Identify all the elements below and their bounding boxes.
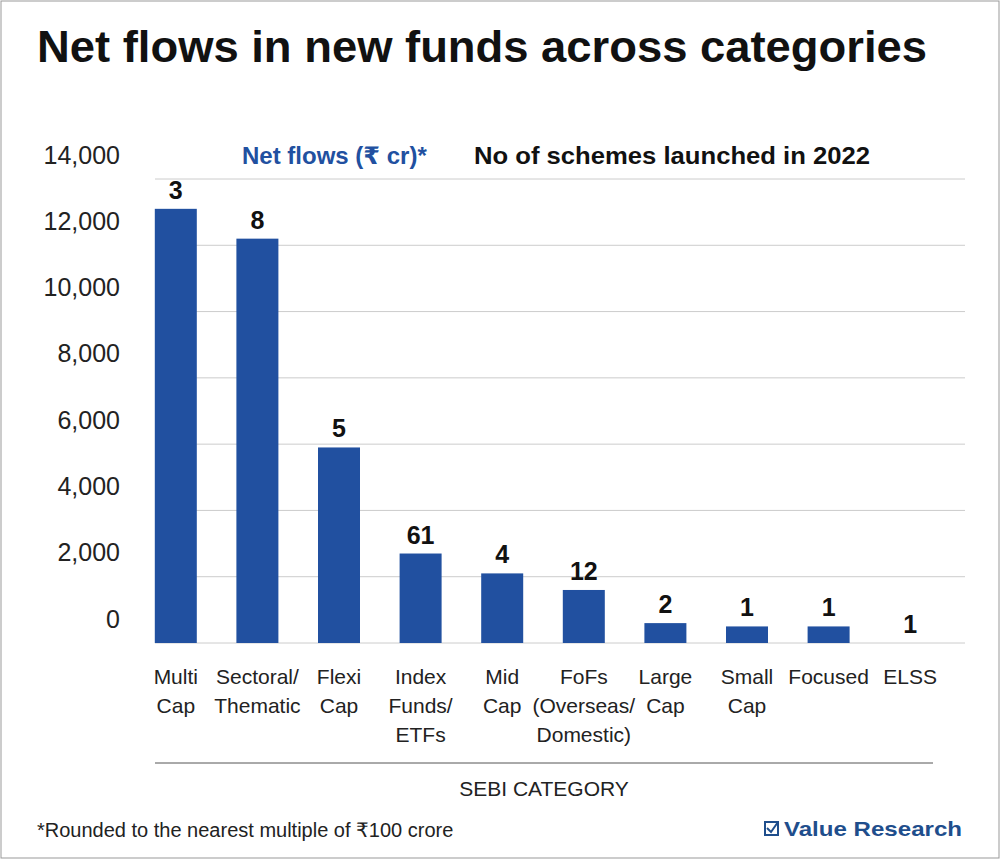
chart: Net flows in new funds across categories… xyxy=(0,0,1000,859)
category-line: Cap xyxy=(483,694,522,717)
category-label: Multi Cap xyxy=(154,665,198,717)
category-line: Focused xyxy=(788,665,869,688)
scheme-count: 1 xyxy=(903,610,917,638)
grid-line xyxy=(155,179,965,180)
category-line: ETFs xyxy=(396,723,446,746)
x-axis-label: SEBI CATEGORY xyxy=(459,777,629,800)
separator xyxy=(155,763,933,764)
scheme-count: 5 xyxy=(332,414,346,442)
bar xyxy=(481,573,523,643)
source-icon xyxy=(765,822,778,835)
scheme-count: 61 xyxy=(407,521,435,549)
scheme-count: 1 xyxy=(740,593,754,621)
tick-label: 6,000 xyxy=(57,406,120,434)
category-line: Cap xyxy=(646,694,685,717)
scheme-count: 2 xyxy=(658,590,672,618)
tick-label: 8,000 xyxy=(57,339,120,367)
category-label: Large Cap xyxy=(639,665,693,717)
title: Net flows in new funds across categories xyxy=(37,22,927,71)
category-line: FoFs xyxy=(560,665,608,688)
note: *Rounded to the nearest multiple of ₹100… xyxy=(37,819,453,841)
category-line: Large xyxy=(639,665,693,688)
tick-label: 0 xyxy=(106,605,120,633)
category-label: ELSS xyxy=(883,665,937,688)
category-line: Multi xyxy=(154,665,198,688)
bar xyxy=(400,554,442,643)
category-label: FoFs (Overseas/Domestic) xyxy=(532,665,635,746)
category-label: Small Cap xyxy=(721,665,774,717)
category-line: Sectoral/ xyxy=(216,665,299,688)
category-line: Funds/ xyxy=(388,694,452,717)
scheme-count: 4 xyxy=(495,540,509,568)
source-icon-check xyxy=(767,822,778,832)
category-label: Sectoral/Thematic xyxy=(214,665,300,717)
category-line: Domestic) xyxy=(537,723,632,746)
bar xyxy=(808,626,850,643)
category-line: Cap xyxy=(320,694,359,717)
schemes-label: No of schemes launched in 2022 xyxy=(474,142,870,169)
scheme-count: 8 xyxy=(250,206,264,234)
bar xyxy=(726,626,768,643)
category-label: Mid Cap xyxy=(483,665,522,717)
tick-label: 2,000 xyxy=(57,538,120,566)
bar xyxy=(155,209,197,643)
bar xyxy=(236,239,278,643)
tick-label: 4,000 xyxy=(57,472,120,500)
category-line: Thematic xyxy=(214,694,300,717)
category-label: Index Funds/ETFs xyxy=(388,665,452,746)
tick-label: 12,000 xyxy=(44,207,120,235)
bar xyxy=(889,643,931,644)
source: Value Research xyxy=(784,817,962,840)
value-label: Net flows (₹ cr)* xyxy=(242,142,427,169)
category-label: Focused xyxy=(788,665,869,688)
category-line: Mid xyxy=(485,665,519,688)
category-line: Flexi xyxy=(317,665,361,688)
category-line: Cap xyxy=(157,694,196,717)
tick-label: 14,000 xyxy=(44,141,120,169)
category-line: ELSS xyxy=(883,665,937,688)
tick-label: 10,000 xyxy=(44,273,120,301)
category-line: Index xyxy=(395,665,447,688)
category-line: Cap xyxy=(728,694,767,717)
scheme-count: 3 xyxy=(169,176,183,204)
frame xyxy=(1,1,999,858)
category-line: (Overseas/ xyxy=(532,694,635,717)
category-label: Flexi Cap xyxy=(317,665,361,717)
scheme-count: 12 xyxy=(570,557,598,585)
bar xyxy=(644,623,686,643)
scheme-count: 1 xyxy=(822,593,836,621)
bar xyxy=(563,590,605,643)
bar xyxy=(318,447,360,643)
category-line: Small xyxy=(721,665,774,688)
